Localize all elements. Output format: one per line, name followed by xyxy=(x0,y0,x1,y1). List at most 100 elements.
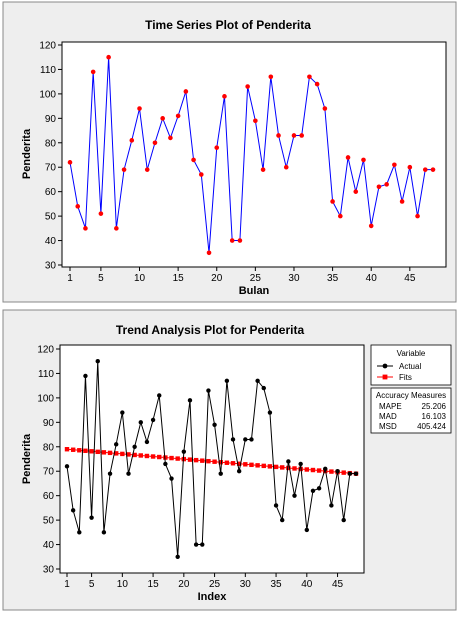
data-point xyxy=(183,89,189,94)
actual-point xyxy=(249,437,254,442)
x-tick-label: 20 xyxy=(211,273,223,284)
fit-point xyxy=(243,462,248,467)
actual-point xyxy=(157,393,162,398)
fit-point xyxy=(261,463,266,469)
data-point xyxy=(283,164,289,170)
data-point xyxy=(345,155,351,160)
y-tick-label: 100 xyxy=(37,393,54,404)
x-tick-label: 25 xyxy=(250,273,262,284)
data-point xyxy=(98,211,104,216)
y-tick-label: 50 xyxy=(45,212,57,223)
data-point xyxy=(168,135,173,141)
y-tick-label: 30 xyxy=(43,565,55,576)
actual-point xyxy=(353,471,359,476)
data-point xyxy=(407,164,413,170)
fit-point xyxy=(120,451,125,457)
x-tick-label: 30 xyxy=(288,273,300,284)
fit-point xyxy=(267,464,273,469)
y-tick-label: 60 xyxy=(45,187,57,198)
data-point xyxy=(83,226,88,231)
data-point xyxy=(75,204,81,209)
x-tick-label: 20 xyxy=(178,579,190,590)
actual-point xyxy=(89,515,94,520)
actual-point xyxy=(138,420,143,425)
data-point xyxy=(253,118,258,124)
actual-point xyxy=(273,503,279,508)
data-point xyxy=(144,167,150,172)
y-tick-label: 70 xyxy=(45,163,57,174)
data-point xyxy=(237,238,243,243)
fit-point xyxy=(64,447,70,452)
fit-point xyxy=(236,461,242,466)
accuracy-row-mad-label: MAD xyxy=(379,412,397,421)
y-tick-label: 120 xyxy=(39,41,56,52)
data-point xyxy=(392,162,397,168)
fit-point xyxy=(169,455,174,461)
data-point xyxy=(291,133,297,138)
x-tick-label: 5 xyxy=(98,273,104,284)
chart2-xlabel: Index xyxy=(198,591,228,603)
actual-point xyxy=(236,469,242,474)
chart2-plot-area xyxy=(59,344,365,574)
x-tick-label: 5 xyxy=(89,579,95,590)
actual-point xyxy=(113,442,119,447)
actual-point xyxy=(280,517,285,523)
x-tick-label: 40 xyxy=(301,579,313,590)
data-point xyxy=(384,182,389,187)
data-point xyxy=(245,84,250,89)
fit-point xyxy=(157,454,162,460)
actual-point xyxy=(64,464,70,469)
x-tick-label: 15 xyxy=(173,273,185,284)
data-point xyxy=(361,157,366,163)
actual-point xyxy=(335,469,340,474)
fit-point xyxy=(286,465,291,471)
data-point xyxy=(129,138,135,143)
fit-point xyxy=(113,451,119,456)
x-tick-label: 35 xyxy=(327,273,339,284)
actual-point xyxy=(347,471,353,476)
actual-point xyxy=(120,410,125,415)
fit-point xyxy=(77,448,82,453)
actual-point xyxy=(70,508,76,513)
x-tick-label: 10 xyxy=(117,579,129,590)
data-point xyxy=(229,238,235,243)
actual-point xyxy=(181,449,187,454)
fit-point xyxy=(341,470,346,475)
fit-point xyxy=(187,457,193,462)
data-point xyxy=(268,74,274,80)
actual-point xyxy=(193,542,199,547)
fit-point xyxy=(107,450,113,456)
data-point xyxy=(353,189,359,194)
chart1-ylabel: Penderita xyxy=(21,128,33,179)
accuracy-title: Accuracy Measures xyxy=(376,391,446,400)
fit-point xyxy=(329,469,334,474)
legend-fits-label: Fits xyxy=(399,373,412,382)
y-tick-label: 100 xyxy=(39,89,56,100)
actual-point xyxy=(150,417,156,423)
actual-point xyxy=(224,378,230,383)
data-point xyxy=(222,94,227,99)
y-tick-label: 70 xyxy=(43,467,55,478)
actual-point xyxy=(169,476,174,481)
series-line xyxy=(69,57,433,253)
fit-point xyxy=(304,467,310,472)
actual-point xyxy=(95,359,100,364)
data-point xyxy=(114,226,119,231)
data-point xyxy=(422,167,428,172)
data-point xyxy=(214,145,220,150)
data-point xyxy=(299,133,305,138)
data-point xyxy=(314,81,320,87)
legend-actual-marker xyxy=(382,363,388,369)
chart1-plot-area xyxy=(61,41,447,268)
x-tick-label: 45 xyxy=(404,273,416,284)
actual-point xyxy=(144,439,150,445)
data-point xyxy=(121,167,127,172)
data-point xyxy=(276,133,281,138)
accuracy-row-msd-value: 405.424 xyxy=(417,422,446,431)
fit-point xyxy=(280,465,285,470)
fit-point xyxy=(132,452,137,458)
actual-point xyxy=(292,493,297,498)
fit-point xyxy=(249,462,254,468)
actual-point xyxy=(267,410,273,415)
actual-point xyxy=(323,466,328,471)
